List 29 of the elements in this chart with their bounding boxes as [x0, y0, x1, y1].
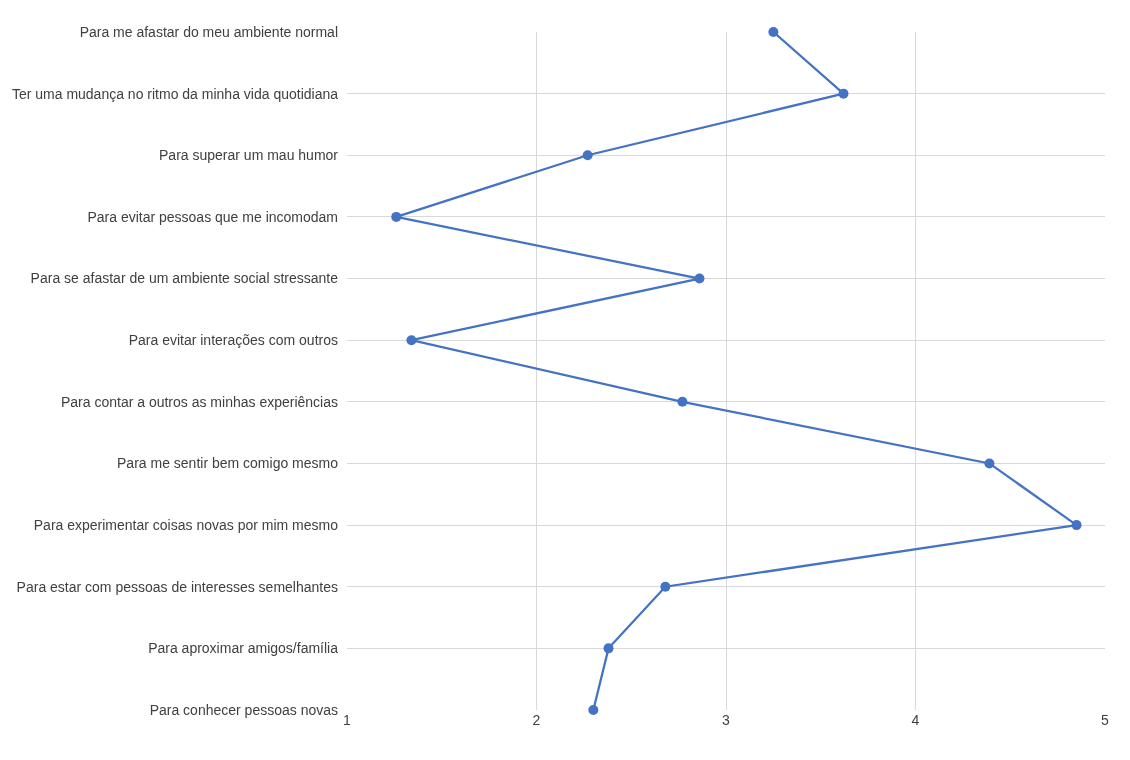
x-tick-label: 3 — [722, 712, 731, 728]
y-tick-label: Para evitar interações com outros — [128, 332, 338, 349]
y-tick-label: Para aproximar amigos/família — [148, 640, 339, 657]
y-tick-label: Para se afastar de um ambiente social stressante — [30, 270, 339, 287]
y-tick-label: Para evitar pessoas que me incomodam — [87, 208, 338, 225]
point — [677, 396, 688, 407]
y-tick-label: Para me afastar do meu ambiente normal — [79, 23, 338, 40]
point — [603, 643, 614, 654]
point — [1071, 520, 1082, 531]
point — [838, 88, 849, 99]
y-tick-label: Para superar um mau humor — [159, 147, 339, 164]
x-tick-label: 4 — [911, 712, 920, 728]
y-tick-label: Para me sentir bem comigo mesmo — [117, 455, 339, 472]
point — [694, 273, 705, 284]
x-tick-label: 5 — [1101, 712, 1110, 728]
y-tick-label: Para experimentar coisas novas por mim mesmo — [33, 516, 339, 533]
point — [582, 150, 593, 161]
x-tick-label: 2 — [532, 712, 541, 728]
y-tick-label: Ter uma mudança no ritmo da minha vida quotidiana — [11, 85, 339, 102]
y-tick-label: Para contar a outros as minhas experiências — [60, 393, 338, 410]
point — [406, 335, 417, 346]
x-tick-label: 1 — [343, 712, 352, 728]
point — [660, 581, 671, 592]
y-tick-label: Para conhecer pessoas novas — [149, 701, 338, 718]
point — [588, 705, 599, 715]
y-tick-label: Para estar com pessoas de interesses semelhantes — [16, 578, 338, 595]
point — [768, 27, 779, 37]
point — [984, 458, 995, 469]
point — [391, 211, 402, 222]
